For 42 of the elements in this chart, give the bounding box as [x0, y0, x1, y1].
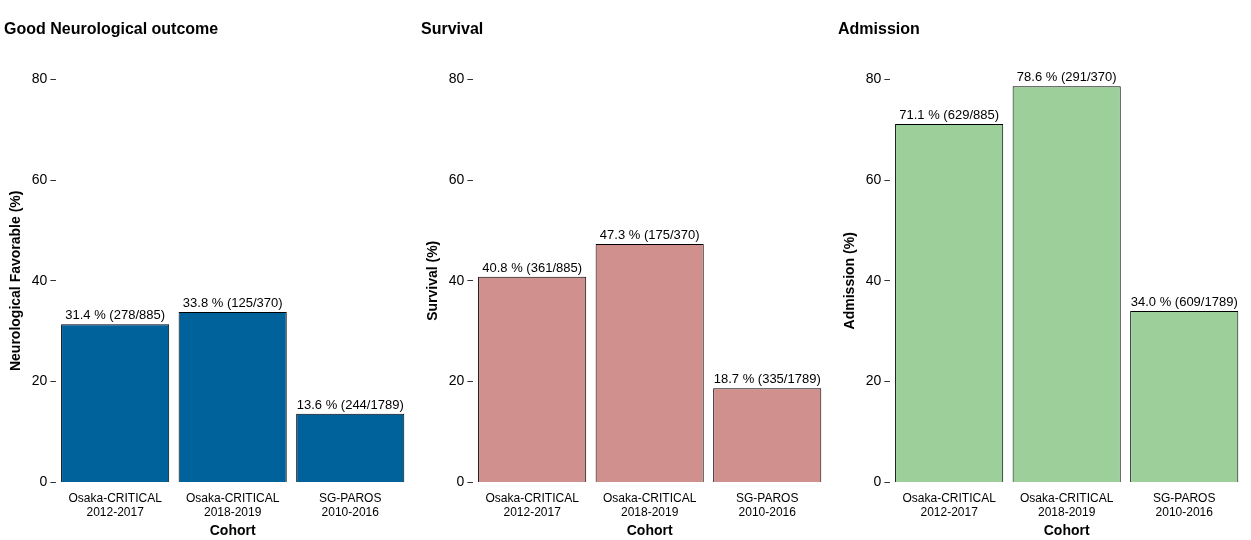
- y-tick-label: 80: [31, 70, 48, 87]
- x-tick-label: SG-PAROS 2010-2016: [318, 490, 382, 520]
- y-tick-label: 40: [865, 271, 882, 288]
- x-tick-label: SG-PAROS 2010-2016: [735, 490, 799, 520]
- y-axis-title: Admission (%): [841, 232, 858, 330]
- data-label: 31.4 % (278/885): [65, 307, 166, 323]
- data-label: 33.8 % (125/370): [182, 295, 283, 311]
- y-tick-label: 0: [456, 473, 465, 490]
- x-tick-label: Osaka-CRITICAL 2012-2017: [485, 490, 580, 520]
- y-tick-label: 20: [448, 372, 465, 389]
- x-tick-label: SG-PAROS 2010-2016: [1152, 490, 1216, 520]
- x-tick-label: Osaka-CRITICAL 2018-2019: [1020, 490, 1114, 520]
- x-axis-title: Cohort: [1043, 522, 1090, 539]
- y-tick-label: 60: [448, 170, 465, 187]
- x-axis-title: Cohort: [209, 522, 256, 539]
- y-tick-label: 60: [31, 170, 48, 187]
- y-tick-label: 40: [31, 271, 48, 288]
- x-tick-label: Osaka-CRITICAL 2012-2017: [902, 490, 997, 520]
- data-label: 13.6 % (244/1789): [296, 396, 404, 412]
- y-tick-label: 80: [448, 70, 465, 87]
- chart-title: Admission: [838, 20, 920, 38]
- y-tick-label: 80: [865, 70, 882, 87]
- x-tick-label: Osaka-CRITICAL 2018-2019: [603, 490, 697, 520]
- y-axis-title: Survival (%): [424, 240, 441, 321]
- chart-title: Survival: [421, 20, 484, 38]
- x-tick-label: Osaka-CRITICAL 2018-2019: [186, 490, 280, 520]
- y-axis-title: Neurological Favorable (%): [7, 190, 24, 372]
- y-tick-label: 40: [448, 271, 465, 288]
- data-label: 78.6 % (291/370): [1016, 69, 1117, 85]
- x-tick-label: Osaka-CRITICAL 2012-2017: [68, 490, 163, 520]
- data-label: 71.1 % (629/885): [899, 107, 1000, 123]
- data-label: 40.8 % (361/885): [482, 259, 583, 275]
- y-tick-label: 0: [873, 473, 882, 490]
- y-tick-label: 60: [865, 170, 882, 187]
- data-label: 34.0 % (609/1789): [1130, 294, 1238, 310]
- data-label: 18.7 % (335/1789): [713, 371, 821, 387]
- data-label: 47.3 % (175/370): [599, 227, 700, 243]
- y-tick-label: 20: [31, 372, 48, 389]
- chart-title: Good Neurological outcome: [4, 20, 219, 38]
- x-axis-title: Cohort: [626, 522, 673, 539]
- y-tick-label: 20: [865, 372, 882, 389]
- y-tick-label: 0: [39, 473, 48, 490]
